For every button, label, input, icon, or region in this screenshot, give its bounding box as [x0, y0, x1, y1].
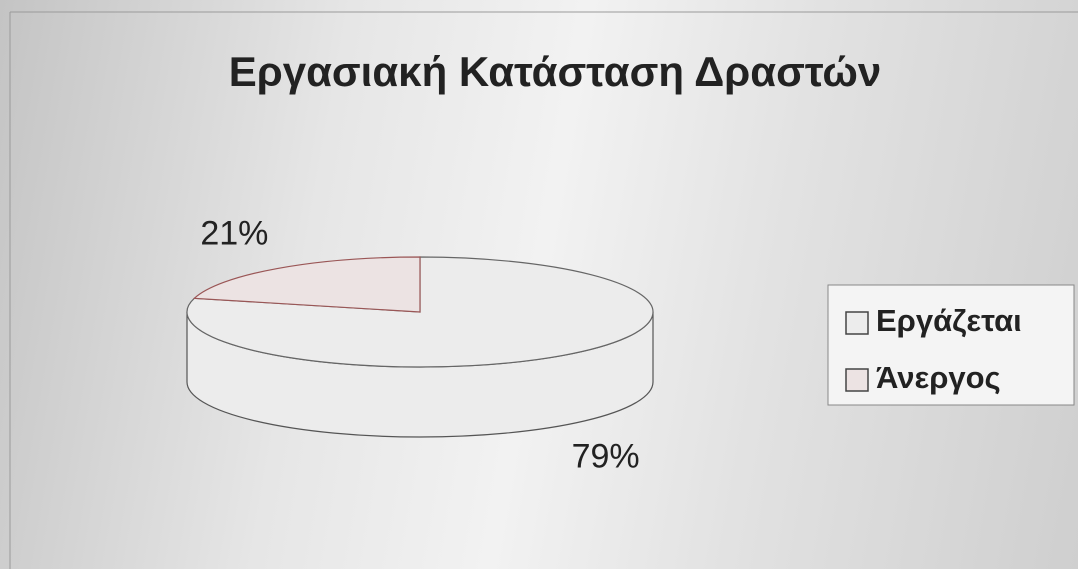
legend-swatch: [845, 311, 869, 335]
legend-box: [827, 284, 1075, 406]
legend-swatch: [845, 368, 869, 392]
data-label: 21%: [200, 214, 268, 252]
legend-label: Εργάζεται: [876, 303, 1022, 338]
chart-title: Εργασιακή Κατάσταση Δραστών: [229, 48, 881, 95]
legend-label: Άνεργος: [876, 360, 1001, 395]
data-label: 79%: [572, 437, 640, 475]
pie-slice: [192, 256, 421, 313]
